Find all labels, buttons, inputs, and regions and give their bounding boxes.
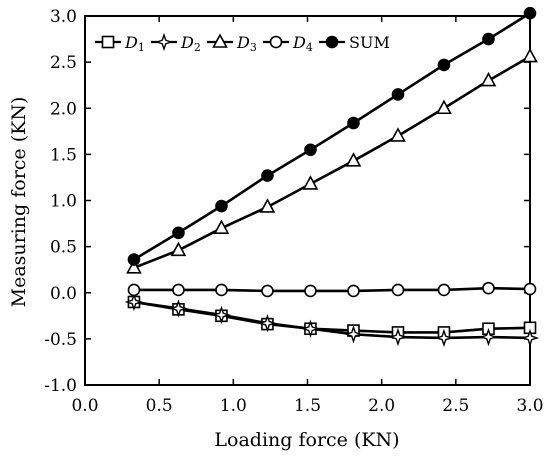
legend-label-main: D [124, 33, 138, 52]
data-point-d2 [258, 314, 277, 333]
data-point-d4 [482, 281, 495, 295]
y-tick-label: 2.0 [50, 99, 77, 119]
data-point-d2 [344, 325, 363, 344]
legend-marker [325, 35, 339, 49]
series-line-sum [133, 12, 531, 261]
series-line-d3 [133, 55, 531, 270]
data-point-d3 [259, 198, 276, 213]
series-line-d1 [133, 300, 531, 334]
series-d3 [126, 47, 538, 274]
legend-item-d3: D3 [207, 33, 257, 54]
data-point-d4 [523, 282, 537, 296]
data-point-d3 [170, 241, 187, 257]
data-point-d2 [388, 327, 408, 347]
data-point-sum [347, 116, 360, 130]
data-point-d2 [212, 305, 231, 325]
data-point-sum [437, 58, 451, 72]
legend-label: D4 [292, 33, 313, 54]
y-tick-label: 1.5 [50, 145, 77, 165]
data-point-d3 [522, 47, 538, 63]
legend-label-sub: 3 [250, 41, 257, 54]
data-point-d4 [437, 283, 451, 297]
x-tick-label: 0.0 [71, 396, 98, 416]
legend-label-main: SUM [349, 33, 390, 52]
legend-item-d4: D4 [263, 33, 313, 54]
y-tick-label: 0.5 [50, 238, 77, 258]
legend-marker [269, 35, 283, 49]
legend-label-sub: 2 [194, 41, 201, 54]
x-tick-label: 0.5 [146, 396, 173, 416]
data-point-d4 [261, 284, 274, 298]
y-tick-label: -1.0 [44, 376, 77, 396]
data-point-d4 [127, 283, 141, 297]
series-group [124, 6, 540, 348]
data-point-d2 [169, 299, 188, 318]
data-point-d4 [172, 283, 185, 297]
data-point-d4 [391, 283, 405, 297]
series-d2 [124, 292, 540, 348]
series-d4 [127, 281, 537, 298]
data-point-d4 [215, 283, 228, 297]
legend-label: D1 [124, 33, 145, 54]
legend-marker [154, 32, 174, 52]
legend-item-sum: SUM [319, 33, 390, 52]
data-point-sum [215, 199, 228, 213]
y-tick-label: 2.5 [50, 53, 77, 73]
data-point-sum [304, 143, 317, 157]
data-point-d2 [479, 327, 498, 347]
data-point-sum [261, 169, 274, 182]
x-axis-title: Loading force (KN) [214, 429, 399, 451]
legend-item-d2: D2 [151, 32, 201, 54]
data-point-d4 [304, 284, 317, 298]
data-point-d2 [520, 328, 540, 348]
y-tick-label: 1.0 [50, 192, 77, 212]
y-tick-label: 3.0 [50, 7, 77, 27]
series-line-d2 [133, 300, 531, 340]
data-point-d3 [436, 99, 452, 115]
data-point-d2 [301, 319, 320, 338]
data-point-d3 [480, 71, 497, 87]
legend-label-sub: 4 [306, 41, 313, 54]
data-point-sum [523, 6, 537, 20]
legend-label-sub: 1 [138, 41, 145, 54]
legend-marker [212, 33, 228, 48]
legend-label: D2 [180, 33, 201, 54]
legend-label: D3 [236, 33, 257, 54]
x-tick-label: 2.5 [442, 396, 469, 416]
y-tick-label: 0.0 [50, 284, 77, 304]
data-point-d2 [124, 292, 144, 312]
data-point-sum [391, 88, 405, 101]
legend-label-main: D [292, 33, 306, 52]
legend-item-d1: D1 [95, 33, 145, 54]
legend-label-main: D [180, 33, 194, 52]
data-point-d2 [434, 328, 454, 348]
x-tick-label: 2.0 [368, 396, 395, 416]
series-line-d4 [133, 286, 531, 293]
y-tick-label: -0.5 [44, 330, 77, 350]
data-point-d3 [302, 175, 319, 190]
y-axis-title: Measuring force (KN) [8, 97, 30, 308]
legend-label: SUM [349, 33, 390, 52]
x-tick-label: 1.0 [220, 396, 247, 416]
data-point-sum [482, 32, 495, 46]
data-point-sum [172, 226, 185, 240]
x-tick-label: 3.0 [516, 396, 543, 416]
axes: 0.0 0.5 1.0 1.5 2.0 2.5 3.0 -1.0 -0.5 0.0 0.5 1.0 1.… [44, 7, 543, 416]
data-point-d3 [126, 259, 142, 274]
data-point-d3 [213, 219, 230, 234]
legend-marker [101, 35, 115, 49]
series-sum [127, 6, 537, 266]
data-point-d4 [347, 284, 360, 298]
data-point-d3 [345, 152, 362, 167]
legend-label-main: D [236, 33, 250, 52]
legend: D1 D2 D3 D4 SUM [95, 32, 390, 54]
data-point-d3 [390, 127, 406, 142]
x-tick-label: 1.5 [294, 396, 321, 416]
data-point-sum [127, 253, 141, 266]
